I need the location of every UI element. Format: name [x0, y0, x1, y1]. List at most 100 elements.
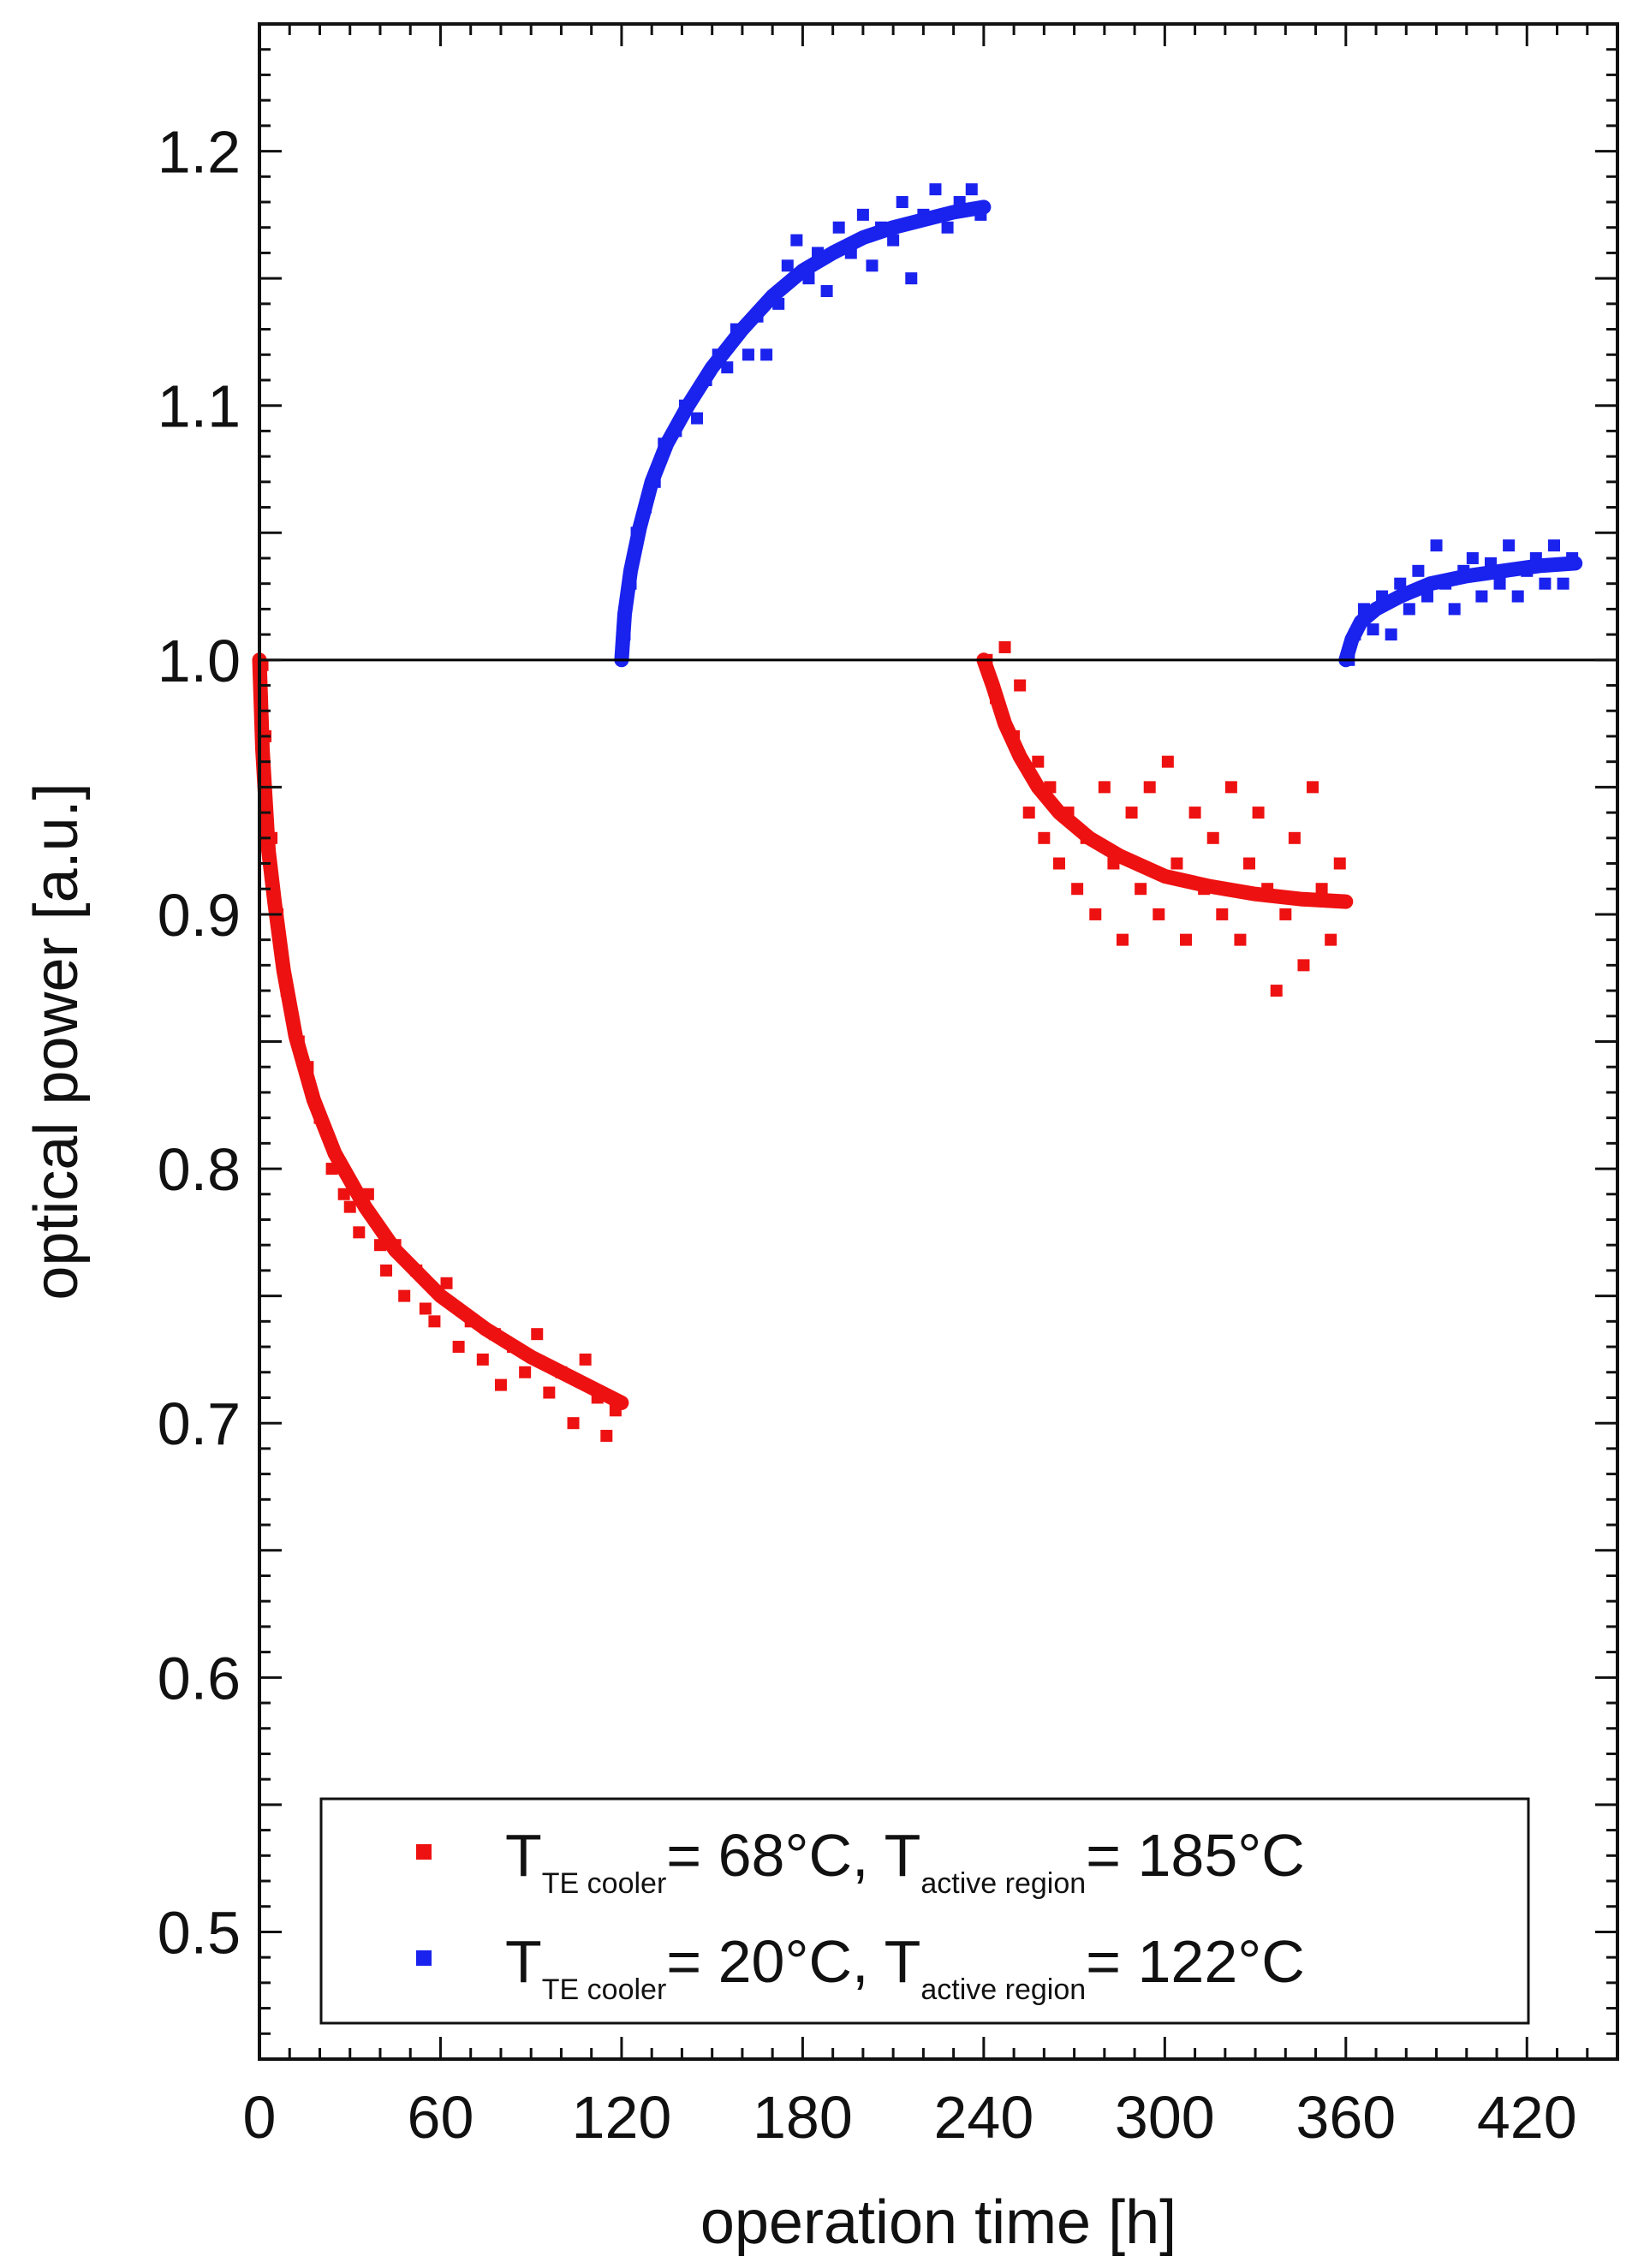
series-3-data-point [1421, 590, 1433, 603]
series-1-data-point [624, 577, 637, 590]
series-2-data-point [1224, 781, 1237, 794]
series-2-data-point [1288, 831, 1301, 844]
series-0-data-point [543, 1386, 556, 1399]
series-3-data-point [1493, 577, 1506, 590]
series-1-data-point [856, 208, 869, 221]
series-0-data-point [567, 1417, 580, 1430]
series-0-data-point [507, 1341, 520, 1354]
legend-symbol: T [505, 1928, 542, 1995]
series-1-data-point [742, 348, 754, 361]
series-3-data-point [1566, 551, 1579, 564]
x-axis-label: operation time [h] [700, 2188, 1176, 2257]
series-1-data-point [670, 425, 682, 438]
legend-marker [416, 1950, 432, 1966]
series-1-data-point [618, 628, 631, 641]
x-tick-label: 120 [572, 2084, 672, 2151]
series-1-data-point [781, 259, 794, 272]
series-1-data-point [887, 234, 900, 247]
series-2-data-point [1153, 908, 1165, 920]
x-tick-label: 60 [408, 2084, 474, 2151]
legend-subscript: active region [920, 1973, 1086, 2006]
series-1-data-point [974, 208, 987, 221]
series-3-data-point [1539, 577, 1552, 590]
series-1-data-point [772, 297, 785, 310]
series-0-data-point [380, 1264, 393, 1277]
series-1-fit-curve [614, 199, 992, 668]
series-0-data-point [313, 1111, 326, 1124]
series-3-data-point [1357, 603, 1370, 616]
series-0-data-point [353, 1226, 366, 1239]
y-tick-label: 1.0 [158, 628, 241, 694]
series-1-data-point [658, 438, 670, 450]
series-3-data-point [1412, 564, 1425, 577]
series-3-data-point [1503, 539, 1516, 552]
series-0-data-point [476, 1353, 489, 1366]
series-1-data-point [820, 284, 833, 297]
x-tick-label: 420 [1477, 2084, 1577, 2151]
series-0-data-point [337, 1188, 350, 1200]
series-0-data-point [579, 1353, 592, 1366]
series-2-data-point [1044, 781, 1057, 794]
series-3-data-point [1547, 539, 1560, 552]
series-1-data-point [896, 195, 908, 208]
series-2-data-point [1234, 933, 1247, 946]
series-0-data-point [398, 1289, 411, 1302]
series-2-data-point [1307, 781, 1319, 794]
y-tick-label: 0.7 [158, 1390, 241, 1457]
y-tick-label: 0.8 [158, 1136, 241, 1203]
y-tick-label: 0.6 [158, 1645, 241, 1711]
series-1-data-point [844, 247, 857, 259]
series-3-data-point [1475, 590, 1488, 603]
legend-subscript: TE cooler [542, 1867, 667, 1900]
series-1-data-point [630, 527, 643, 539]
series-1-data-point [875, 221, 888, 234]
series-0-data-point [440, 1277, 453, 1289]
x-tick-label: 180 [753, 2084, 853, 2151]
y-tick-label: 1.2 [158, 119, 241, 186]
series-1-data-point [917, 208, 930, 221]
legend: TTE cooler= 68°C, Tactive region= 185°CT… [319, 1797, 1530, 2025]
legend-entry-label: TTE cooler= 20°C, Tactive region= 122°C [505, 1928, 1305, 2006]
series-0-data-point [531, 1328, 544, 1341]
data-layer [252, 183, 1583, 1443]
series-0-data-point [555, 1366, 568, 1378]
series-0-data-point [464, 1315, 477, 1328]
x-tick-label: 300 [1115, 2084, 1215, 2151]
series-2-data-point [1014, 679, 1027, 692]
series-0-data-point [609, 1404, 622, 1417]
series-2-data-point [1198, 883, 1211, 896]
series-2-data-point [1062, 807, 1075, 819]
series-3-data-point [1521, 564, 1534, 577]
series-2-data-point [1022, 807, 1035, 819]
series-0-data-point [325, 1163, 338, 1176]
legend-entry-label: TTE cooler= 68°C, Tactive region= 185°C [505, 1822, 1305, 1900]
series-0-data-point [292, 1035, 305, 1048]
series-0-data-point [488, 1328, 501, 1341]
series-2-data-point [1252, 807, 1265, 819]
series-1-data-point [751, 310, 764, 323]
series-3-data-point [1385, 628, 1397, 641]
series-1-data-point [866, 259, 879, 272]
series-3-data-point [1484, 557, 1497, 569]
series-0-data-point [389, 1239, 402, 1252]
series-1-data-point [953, 195, 966, 208]
series-2-data-point [1243, 857, 1256, 870]
y-axis-label: optical power [a.u.] [22, 783, 91, 1300]
series-1-data-point [700, 373, 712, 386]
series-0-data-point [343, 1200, 356, 1213]
legend-box [319, 1797, 1530, 2025]
tick-layer [258, 22, 1619, 2061]
legend-subscript: TE cooler [542, 1973, 667, 2006]
legend-subscript: active region [920, 1867, 1086, 1900]
series-2-data-point [1180, 933, 1193, 946]
series-1-data-point [790, 234, 803, 247]
series-1-data-point [648, 475, 661, 488]
series-2-data-point [1188, 807, 1201, 819]
series-2-data-point [1107, 857, 1120, 870]
series-2-data-point [1038, 831, 1051, 844]
series-0-data-point [428, 1315, 441, 1328]
series-3-data-point [1394, 577, 1407, 590]
series-2-data-point [1170, 857, 1183, 870]
series-2-data-point [1089, 908, 1102, 920]
